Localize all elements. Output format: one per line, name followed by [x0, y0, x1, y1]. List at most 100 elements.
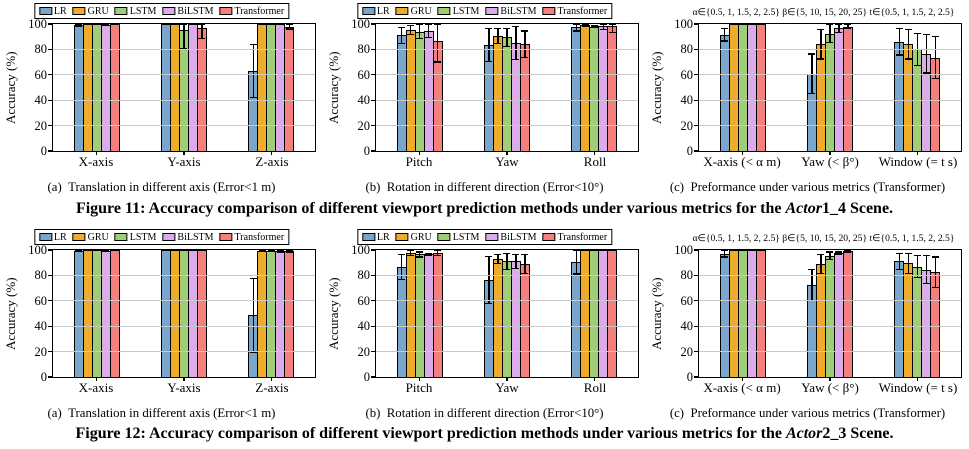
error-bar-cap-top: [398, 253, 406, 256]
error-bar-cap-bottom: [835, 253, 843, 256]
legend-label: Transformer: [234, 5, 285, 17]
legend-swatch-LR-icon: [38, 7, 52, 15]
error-bar-line: [524, 253, 526, 275]
y-tick-label: 20: [357, 344, 371, 359]
legend-label: LSTM: [129, 5, 157, 17]
legend-item: BiLSTM: [162, 6, 214, 17]
legend-item: Transformer: [219, 232, 284, 243]
error-bar-line: [428, 252, 430, 257]
bar-group: [376, 250, 463, 377]
y-tick-label: 20: [680, 118, 694, 133]
y-tick-label: 0: [363, 370, 370, 384]
bar-group: [463, 24, 550, 151]
error-bar-cap-bottom: [407, 255, 415, 257]
error-bar-cap-top: [721, 27, 729, 30]
legend-label: LR: [376, 5, 390, 17]
x-tick-label: Z-axis: [255, 380, 289, 395]
error-bar-line: [410, 24, 412, 35]
error-bar-line: [829, 251, 831, 261]
error-bar: [808, 269, 816, 301]
error-bar-line: [898, 252, 900, 271]
bar-group: [228, 24, 315, 151]
legend: LR GRU LSTM BiLSTM Transformer: [33, 229, 290, 245]
x-tick-label: Yaw: [495, 154, 519, 169]
y-tick-label: 80: [680, 268, 694, 283]
y-tick: [48, 300, 52, 302]
error-bar-cap-bottom: [249, 351, 257, 353]
bar-group: [699, 24, 786, 151]
x-tick: [96, 151, 98, 155]
error-bar-line: [201, 24, 203, 40]
error-bar-cap-top: [407, 250, 415, 252]
x-tick-label: Window (= t s): [878, 380, 958, 395]
error-bar-line: [724, 27, 726, 42]
error-bar: [895, 252, 903, 271]
error-bar-cap-top: [844, 250, 852, 252]
error-bar: [75, 250, 83, 252]
x-tick-label: X-axis (< α m): [703, 380, 781, 395]
error-bar-cap-bottom: [407, 33, 415, 35]
chart-11a: LR GRU LSTM BiLSTM Transformer Accuracy (%) 0 2…: [0, 0, 323, 197]
legend-item: Transformer: [542, 5, 608, 17]
sub-caption-11b: (b) Rotation in different direction (Err…: [365, 180, 604, 194]
gridline: [53, 125, 315, 127]
y-tick: [48, 99, 52, 101]
error-bar: [572, 24, 580, 32]
y-tick-label: 0: [40, 144, 47, 158]
error-bar-cap-bottom: [258, 249, 266, 252]
y-tick: [694, 74, 698, 76]
bar-group: [786, 24, 873, 151]
error-bar-cap-top: [817, 29, 825, 31]
y-tick-label: 40: [357, 319, 371, 334]
x-tick-label: Roll: [583, 380, 607, 395]
error-bar: [494, 253, 502, 264]
gridline: [53, 48, 315, 50]
bar-group: [53, 250, 140, 377]
figure-12-caption-suffix: 2_3 Scene.: [822, 425, 894, 442]
x-tick-labels: X-axis Y-axis Z-axis: [52, 154, 316, 170]
x-tick: [270, 377, 272, 381]
legend-label: Transformer: [557, 5, 608, 17]
bar-slot: [432, 250, 443, 377]
error-bar-line: [288, 250, 290, 254]
error-bar-cap-bottom: [503, 269, 511, 271]
error-bar-cap-bottom: [285, 251, 293, 254]
error-bar: [503, 27, 511, 47]
error-bar-cap-bottom: [808, 92, 816, 94]
gridline: [53, 300, 315, 302]
y-tick-label: 20: [34, 344, 48, 359]
error-bar-cap-top: [904, 29, 912, 31]
legend-item: BiLSTM: [162, 232, 214, 243]
legend-item: BiLSTM: [485, 232, 537, 243]
error-bar: [581, 24, 589, 27]
legend-swatch-Transformer-icon: [542, 233, 556, 241]
error-bar: [904, 29, 912, 60]
error-bar-cap-top: [416, 251, 424, 253]
error-bar-line: [820, 253, 822, 275]
y-axis-label: Accuracy (%): [649, 277, 664, 350]
legend-item: GRU: [72, 232, 109, 243]
y-axis-label: Accuracy (%): [326, 277, 341, 350]
error-bar-cap-bottom: [721, 40, 729, 42]
error-bar-cap-top: [608, 24, 616, 26]
y-tick-label: 80: [680, 42, 694, 57]
bar-group: [228, 249, 315, 377]
bar-groups: [376, 250, 638, 377]
error-bar-cap-top: [198, 24, 206, 26]
error-bar-cap-top: [425, 24, 433, 26]
error-bar-cap-top: [407, 24, 415, 26]
error-bar: [249, 277, 257, 353]
legend-item: LR: [361, 232, 390, 243]
error-bar-line: [183, 24, 185, 50]
legend-item: GRU: [395, 6, 432, 17]
bar-slot: [519, 24, 530, 151]
y-tick: [694, 150, 698, 152]
plot-area: 0 20 40 60 80 100: [351, 18, 639, 157]
error-bar: [485, 255, 493, 304]
error-bar: [826, 251, 834, 261]
error-bar: [494, 27, 502, 45]
error-bar-cap-bottom: [599, 29, 607, 31]
error-bar: [931, 256, 939, 289]
chart-canvas-12b: LR GRU LSTM BiLSTM Transformer Accuracy (%) 0 2…: [323, 226, 646, 402]
x-tick: [419, 151, 421, 155]
